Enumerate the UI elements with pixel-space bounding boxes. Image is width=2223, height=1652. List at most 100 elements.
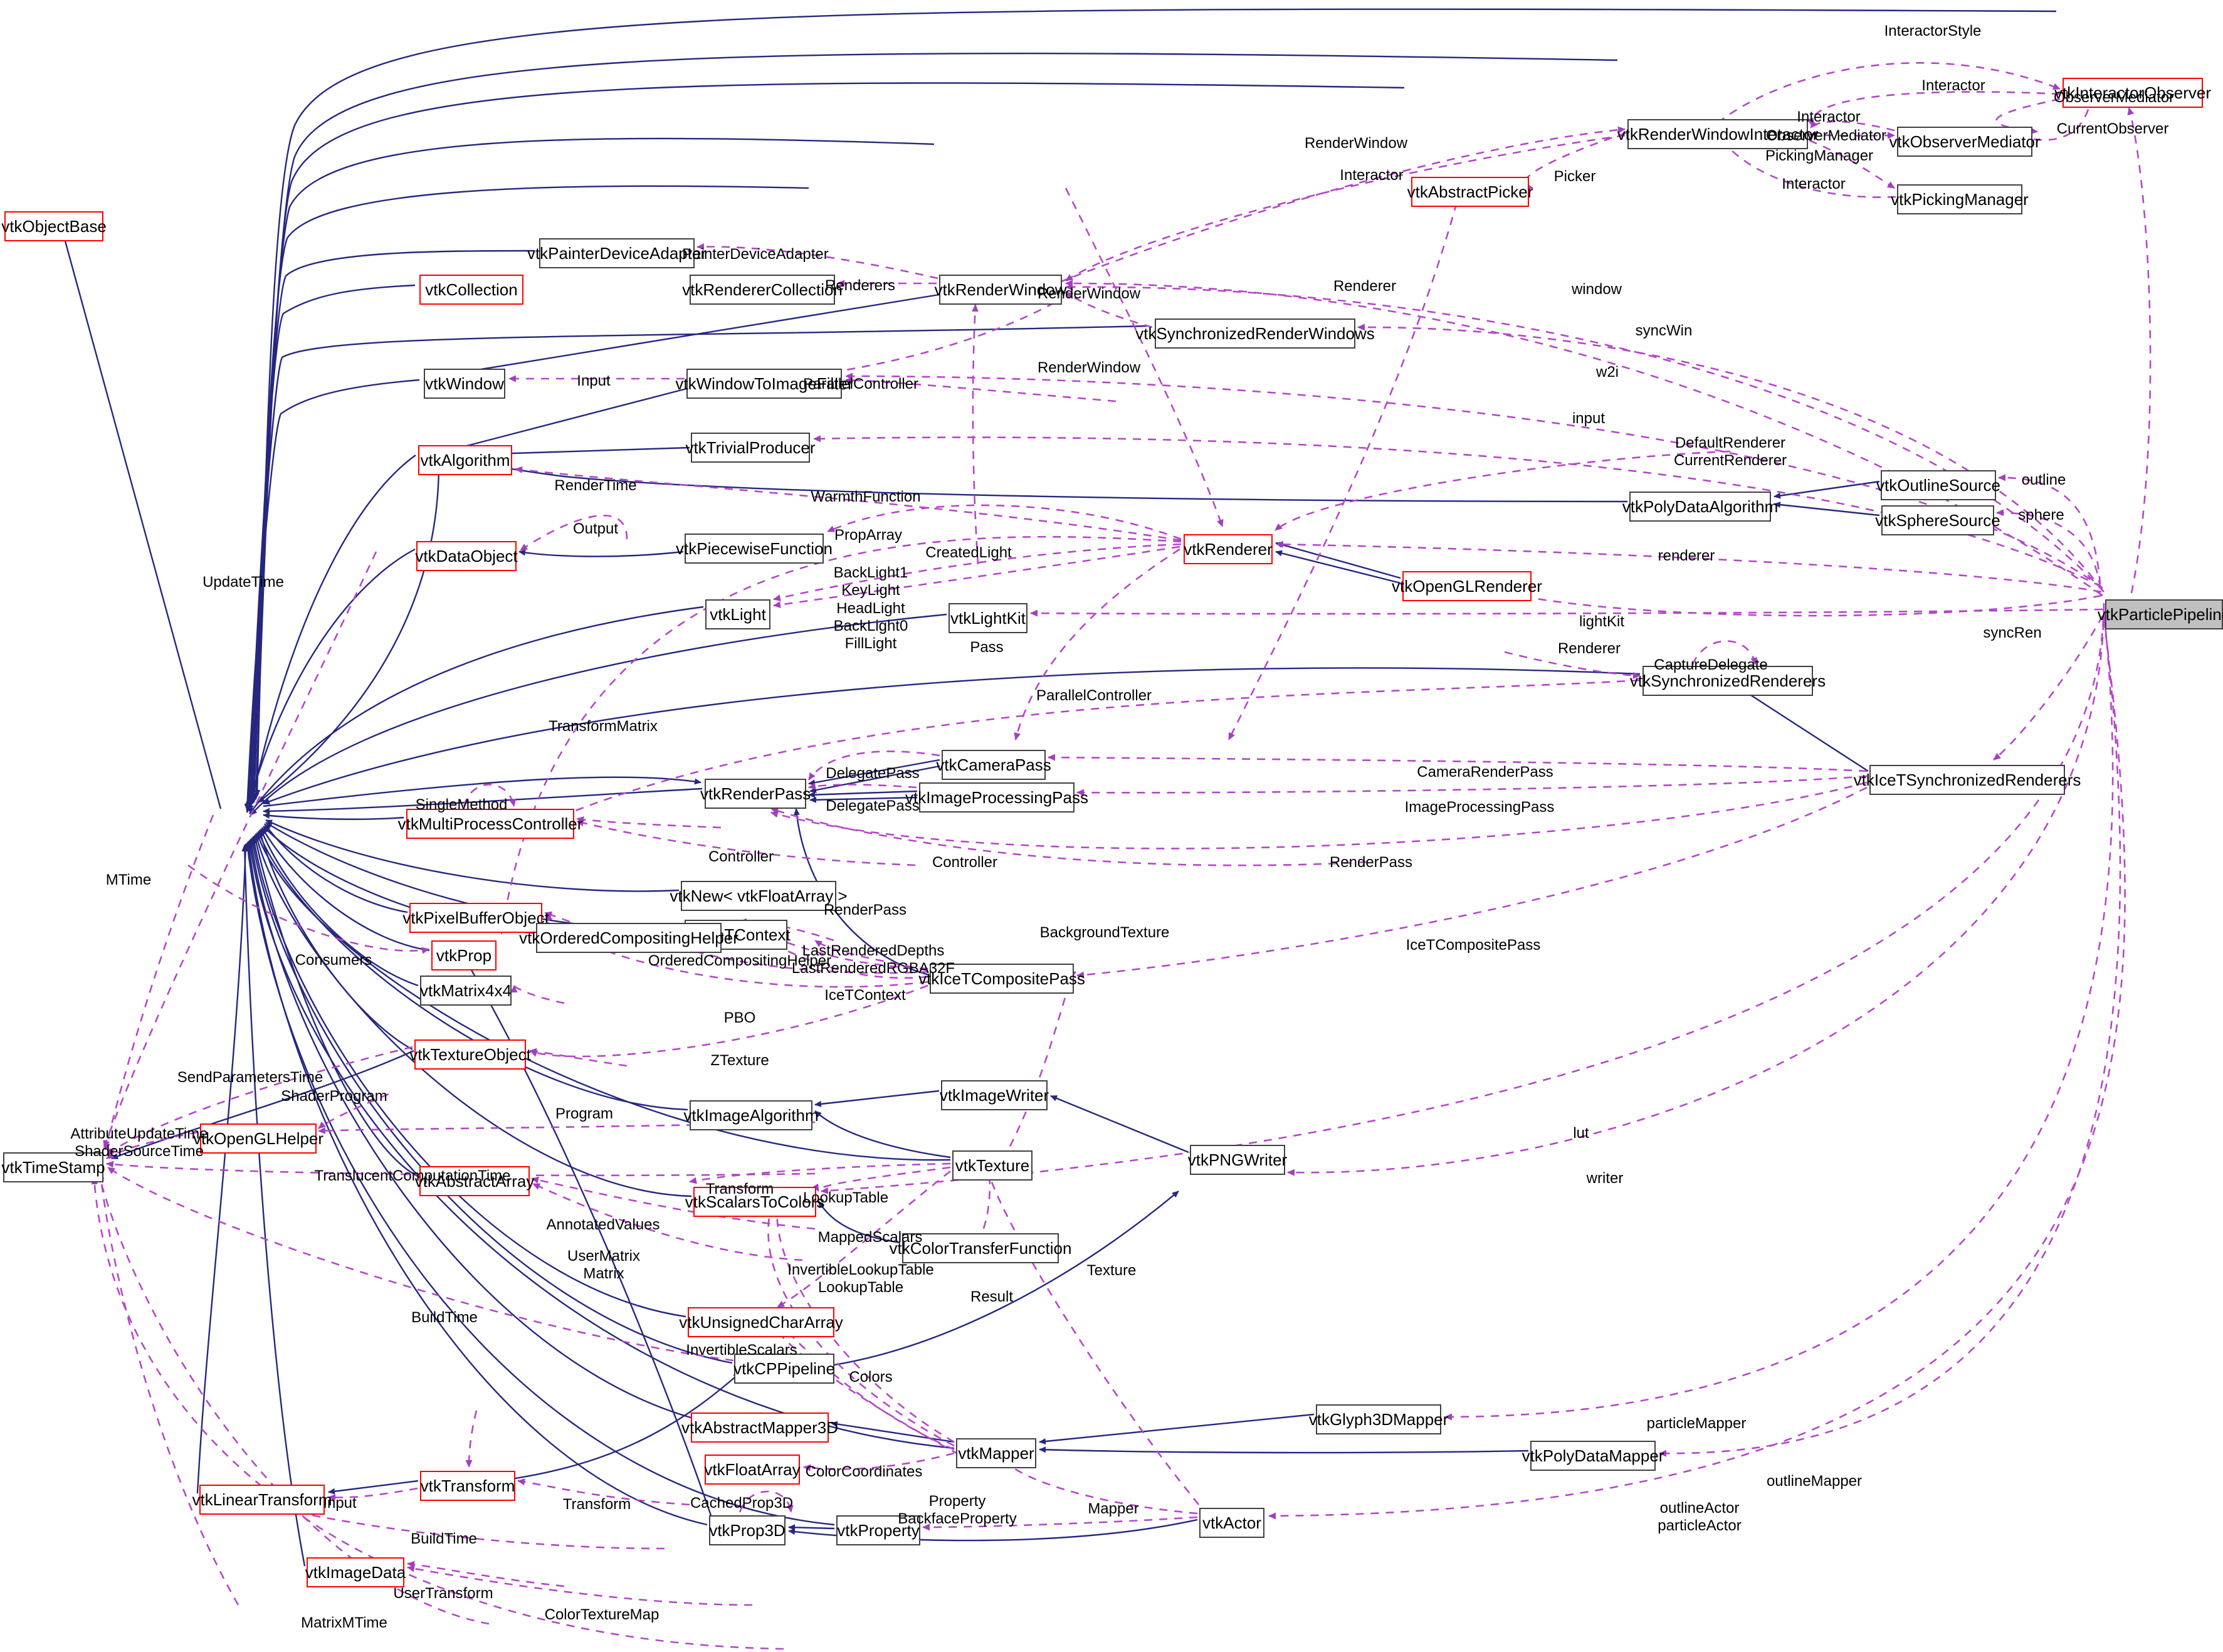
class-node-vtkTrivialProducer[interactable]: vtkTrivialProducer: [685, 433, 816, 463]
class-node-vtkWindowToImageFilter[interactable]: vtkWindowToImageFilter: [675, 369, 853, 399]
edge-label: Transform: [705, 1181, 774, 1197]
class-node-vtkPNGWriter[interactable]: vtkPNGWriter: [1188, 1145, 1287, 1175]
class-node-vtkTexture[interactable]: vtkTexture: [952, 1150, 1033, 1181]
edge-label: RenderWindow: [1304, 135, 1408, 152]
edge-label: Result: [970, 1288, 1014, 1305]
edge-label: outline: [2021, 471, 2066, 488]
class-node-vtkProp3D[interactable]: vtkProp3D: [709, 1515, 786, 1545]
class-node-vtkAbstractMapper3D[interactable]: vtkAbstractMapper3D: [681, 1413, 838, 1443]
class-node-vtkActor[interactable]: vtkActor: [1199, 1508, 1264, 1538]
edge-label: Interactor: [1921, 77, 1985, 94]
edge-label: InvertibleLookupTable LookupTable: [787, 1261, 934, 1297]
class-node-vtkImageWriter[interactable]: vtkImageWriter: [940, 1080, 1049, 1110]
edge-label: BackgroundTexture: [1039, 924, 1170, 941]
class-node-vtkPickingManager[interactable]: vtkPickingManager: [1891, 184, 2029, 214]
class-node-vtkOpenGLHelper[interactable]: vtkOpenGLHelper: [193, 1123, 323, 1154]
edge-label: RenderPass: [823, 902, 907, 918]
edge-label: sphere: [2018, 507, 2064, 523]
edge-label: BuildTime: [411, 1309, 478, 1326]
edge-label: Renderer: [1557, 640, 1621, 657]
class-node-vtkAlgorithm[interactable]: vtkAlgorithm: [418, 445, 512, 475]
class-node-vtkAbstractArray[interactable]: vtkAbstractArray: [415, 1166, 534, 1196]
edge-label: UserTransform: [393, 1585, 493, 1602]
class-node-vtkImageData[interactable]: vtkImageData: [305, 1557, 406, 1587]
class-node-vtkInteractorObserver[interactable]: vtkInteractorObserver: [2054, 78, 2211, 108]
class-node-vtkRenderer[interactable]: vtkRenderer: [1184, 534, 1273, 564]
edge-label: PBO: [723, 1009, 756, 1026]
class-node-vtkParticlePipeline[interactable]: vtkParticlePipeline: [2098, 599, 2223, 629]
class-node-vtkOrderedCompositingHelper[interactable]: vtkOrderedCompositingHelper: [519, 923, 738, 953]
edge-label: CurrentObserver: [2056, 120, 2169, 137]
class-node-vtkImageAlgorithm[interactable]: vtkImageAlgorithm: [683, 1100, 819, 1130]
class-node-vtkMatrix4x4[interactable]: vtkMatrix4x4: [420, 976, 512, 1006]
class-node-vtkRenderPass[interactable]: vtkRenderPass: [700, 779, 811, 809]
class-node-vtkImageProcessingPass[interactable]: vtkImageProcessingPass: [905, 782, 1088, 813]
class-node-vtkRenderWindowInteractor[interactable]: vtkRenderWindowInteractor: [1617, 119, 1818, 149]
class-node-vtkGlyph3DMapper[interactable]: vtkGlyph3DMapper: [1309, 1404, 1448, 1434]
class-node-vtkFloatArray[interactable]: vtkFloatArray: [704, 1455, 801, 1485]
edge-label: w2i: [1595, 364, 1619, 381]
edge-label: ParallelController: [802, 376, 919, 392]
edge-label: ZTexture: [710, 1052, 769, 1069]
class-node-vtkLinearTransform[interactable]: vtkLinearTransform: [192, 1485, 332, 1515]
class-node-vtkPiecewiseFunction[interactable]: vtkPiecewiseFunction: [676, 534, 833, 564]
edge-label: UpdateTime: [202, 574, 284, 591]
edge-label: ObserverMediator: [2053, 89, 2175, 106]
class-node-vtkColorTransferFunction[interactable]: vtkColorTransferFunction: [890, 1233, 1071, 1263]
class-node-vtkMultiProcessController[interactable]: vtkMultiProcessController: [398, 809, 582, 839]
class-node-vtkPolyDataMapper[interactable]: vtkPolyDataMapper: [1522, 1441, 1664, 1471]
edge-label: particleMapper: [1646, 1415, 1747, 1432]
class-node-vtkDataObject[interactable]: vtkDataObject: [415, 541, 518, 571]
class-node-vtkObserverMediator[interactable]: vtkObserverMediator: [1889, 127, 2041, 157]
class-node-vtkSynchronizedRenderers[interactable]: vtkSynchronizedRenderers: [1630, 666, 1826, 696]
class-node-vtkTimeStamp[interactable]: vtkTimeStamp: [1, 1152, 105, 1182]
class-node-vtkMapper[interactable]: vtkMapper: [956, 1438, 1036, 1468]
class-node-vtkSphereSource[interactable]: vtkSphereSource: [1875, 505, 2000, 535]
class-node-vtkLightKit[interactable]: vtkLightKit: [949, 603, 1027, 633]
edge-label: Mapper: [1088, 1500, 1139, 1517]
edge-label: CameraRenderPass: [1417, 764, 1553, 781]
edge-label: Controller: [708, 848, 774, 865]
class-node-vtkCollection[interactable]: vtkCollection: [419, 275, 523, 305]
edge-label: WarmthFunction: [811, 488, 921, 505]
class-node-vtkCameraPass[interactable]: vtkCameraPass: [936, 750, 1051, 780]
edge-label: RenderWindow: [1037, 359, 1141, 376]
edge-label: Transform: [562, 1496, 631, 1513]
class-node-vtkLight[interactable]: vtkLight: [705, 599, 770, 629]
class-node-vtkProperty[interactable]: vtkProperty: [836, 1515, 920, 1545]
edge-label: OrderedCompositingHelper: [648, 952, 832, 969]
edge-label: Output: [572, 520, 619, 537]
class-node-vtkWindow[interactable]: vtkWindow: [424, 369, 505, 399]
edge-label: TransformMatrix: [549, 718, 658, 735]
class-node-vtkPixelBufferObject[interactable]: vtkPixelBufferObject: [402, 903, 549, 933]
edge-label: MatrixMTime: [301, 1614, 387, 1631]
edge-label: ObserverMediator: [1765, 127, 1887, 144]
class-node-vtkIceTCompositePass[interactable]: vtkIceTCompositePass: [918, 964, 1085, 994]
edge-label: input: [1572, 410, 1606, 427]
class-node-vtkObjectBase[interactable]: vtkObjectBase: [1, 211, 107, 241]
class-node-vtkRenderWindow[interactable]: vtkRenderWindow: [935, 275, 1067, 305]
edge-label: renderer: [1658, 547, 1715, 564]
edge-label: Renderers: [824, 277, 896, 294]
class-node-vtkAbstractPicker[interactable]: vtkAbstractPicker: [1407, 177, 1533, 207]
class-node-vtkTextureObject[interactable]: vtkTextureObject: [409, 1039, 531, 1070]
edge-label: ImageProcessingPass: [1404, 799, 1555, 816]
edge-label: TranslucentComputationTime: [314, 1167, 511, 1184]
class-node-vtkIceTSynchronizedRenderers[interactable]: vtkIceTSynchronizedRenderers: [1854, 765, 2081, 795]
class-node-vtkOpenGLRenderer[interactable]: vtkOpenGLRenderer: [1392, 571, 1542, 601]
class-node-vtkCPPipeline[interactable]: vtkCPPipeline: [733, 1354, 835, 1384]
class-node-vtkSynchronizedRenderWindows[interactable]: vtkSynchronizedRenderWindows: [1135, 318, 1375, 349]
class-node-vtkPainterDeviceAdapter[interactable]: vtkPainterDeviceAdapter: [527, 238, 707, 268]
class-node-vtkTransform[interactable]: vtkTransform: [420, 1471, 515, 1501]
class-node-vtkUnsignedCharArray[interactable]: vtkUnsignedCharArray: [679, 1307, 843, 1337]
edge-label: LookupTable: [802, 1189, 889, 1206]
class-node-vtkPolyDataAlgorithm[interactable]: vtkPolyDataAlgorithm: [1622, 492, 1778, 522]
class-node-vtkScalarsToColors[interactable]: vtkScalarsToColors: [685, 1187, 824, 1217]
edge-label: RenderWindow: [1037, 285, 1141, 302]
class-node-vtkOutlineSource[interactable]: vtkOutlineSource: [1876, 470, 2000, 500]
class-node-vtkNewFloatArray[interactable]: vtkNew< vtkFloatArray >: [670, 881, 848, 911]
edge-label: Renderer: [1333, 278, 1397, 295]
class-node-vtkProp[interactable]: vtkProp: [431, 940, 497, 971]
edge-label: Interactor: [1782, 176, 1846, 192]
class-node-vtkRendererCollection[interactable]: vtkRendererCollection: [682, 275, 843, 305]
